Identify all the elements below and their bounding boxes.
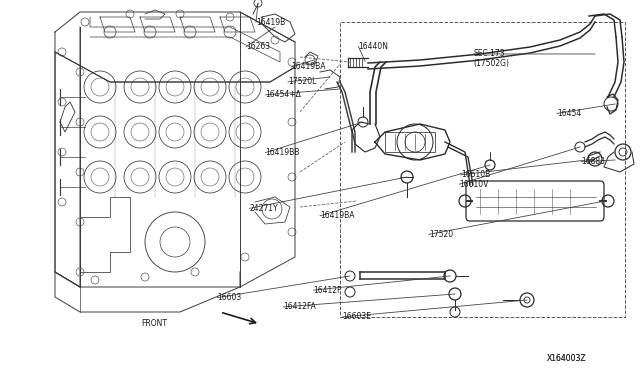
Text: (17502G): (17502G) [474, 59, 509, 68]
Text: 16419BB: 16419BB [266, 148, 300, 157]
Text: SEC.173: SEC.173 [474, 49, 505, 58]
Text: 16263: 16263 [246, 42, 271, 51]
Text: 16603: 16603 [218, 293, 242, 302]
Text: X164003Z: X164003Z [547, 355, 587, 363]
Text: 16454+Δ: 16454+Δ [266, 90, 301, 99]
Text: 17520: 17520 [429, 230, 453, 239]
Bar [385, 132, 435, 152]
Text: 16412F: 16412F [314, 286, 342, 295]
Text: 16883: 16883 [581, 157, 605, 166]
Text: 16440N: 16440N [358, 42, 388, 51]
Text: 16419BA: 16419BA [320, 211, 355, 220]
Text: 16454: 16454 [557, 109, 581, 118]
Text: 24271Y: 24271Y [250, 204, 278, 213]
Text: 16610V: 16610V [460, 180, 489, 189]
Text: 16610B: 16610B [461, 170, 490, 179]
Text: 16419BA: 16419BA [291, 62, 326, 71]
Text: 17520L: 17520L [288, 77, 316, 86]
Bar [340, 22, 625, 317]
Text: X164003Z: X164003Z [547, 355, 587, 363]
Text: 16603E: 16603E [342, 312, 371, 321]
Text: FRONT: FRONT [141, 319, 167, 328]
Text: 16412FA: 16412FA [284, 302, 316, 311]
Text: 16419B: 16419B [256, 18, 285, 27]
